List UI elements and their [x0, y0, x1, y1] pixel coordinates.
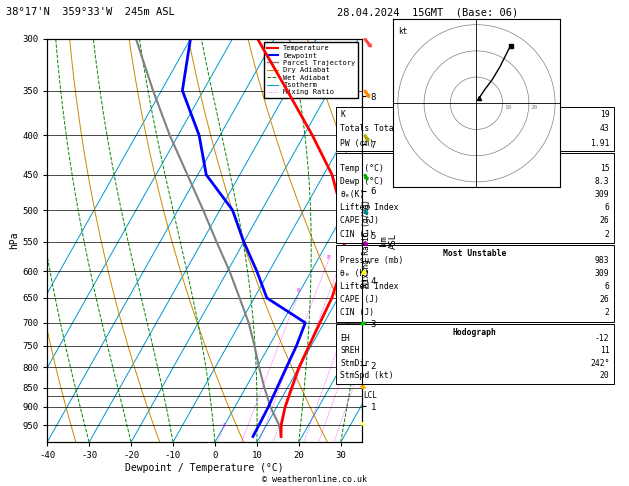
Text: 8: 8	[326, 255, 330, 260]
Text: θₑ(K): θₑ(K)	[340, 190, 365, 199]
Text: Surface: Surface	[458, 157, 492, 166]
Text: 38°17'N  359°33'W  245m ASL: 38°17'N 359°33'W 245m ASL	[6, 7, 175, 17]
Text: StmDir: StmDir	[340, 359, 370, 368]
Text: CIN (J): CIN (J)	[340, 230, 374, 239]
Text: 26: 26	[599, 216, 610, 226]
Text: CAPE (J): CAPE (J)	[340, 295, 379, 304]
Text: 26: 26	[599, 295, 610, 304]
Text: Lifted Index: Lifted Index	[340, 282, 399, 291]
Text: 6: 6	[604, 203, 610, 212]
Text: K: K	[340, 110, 345, 119]
Text: © weatheronline.co.uk: © weatheronline.co.uk	[262, 474, 367, 484]
Text: StmSpd (kt): StmSpd (kt)	[340, 371, 394, 381]
Text: 1.91: 1.91	[590, 139, 610, 148]
Text: 2: 2	[604, 230, 610, 239]
Text: Dewp (°C): Dewp (°C)	[340, 177, 384, 186]
Bar	[336, 245, 614, 322]
Y-axis label: hPa: hPa	[9, 232, 19, 249]
Text: 10: 10	[504, 104, 511, 109]
Text: 19: 19	[599, 110, 610, 119]
Text: 15: 15	[599, 163, 610, 173]
Text: Most Unstable: Most Unstable	[443, 249, 506, 258]
Text: 4: 4	[221, 423, 225, 428]
Text: Totals Totals: Totals Totals	[340, 124, 404, 133]
Text: 20: 20	[599, 371, 610, 381]
Text: 2: 2	[604, 308, 610, 317]
Text: kt: kt	[398, 27, 407, 36]
Text: 6: 6	[604, 282, 610, 291]
Text: CIN (J): CIN (J)	[340, 308, 374, 317]
Text: PW (cm): PW (cm)	[340, 139, 374, 148]
Legend: Temperature, Dewpoint, Parcel Trajectory, Dry Adiabat, Wet Adiabat, Isotherm, Mi: Temperature, Dewpoint, Parcel Trajectory…	[264, 42, 358, 98]
Text: θₑ (K): θₑ (K)	[340, 269, 370, 278]
Y-axis label: km
ASL: km ASL	[379, 232, 398, 249]
Text: 983: 983	[595, 256, 610, 265]
Text: 6: 6	[297, 288, 301, 294]
Text: Hodograph: Hodograph	[453, 328, 497, 337]
Text: -12: -12	[595, 334, 610, 343]
Text: Temp (°C): Temp (°C)	[340, 163, 384, 173]
Text: EH: EH	[340, 334, 350, 343]
Text: 242°: 242°	[590, 359, 610, 368]
Text: 43: 43	[599, 124, 610, 133]
Text: 20: 20	[530, 104, 538, 109]
Text: 28.04.2024  15GMT  (Base: 06): 28.04.2024 15GMT (Base: 06)	[337, 7, 518, 17]
Bar	[336, 107, 614, 151]
Text: Pressure (mb): Pressure (mb)	[340, 256, 404, 265]
Text: 10: 10	[338, 255, 345, 260]
Bar	[336, 153, 614, 243]
Text: Mixing Ratio (g/kg): Mixing Ratio (g/kg)	[362, 199, 370, 287]
Text: 11: 11	[599, 347, 610, 355]
Text: 8.3: 8.3	[595, 177, 610, 186]
X-axis label: Dewpoint / Temperature (°C): Dewpoint / Temperature (°C)	[125, 463, 284, 473]
Text: SREH: SREH	[340, 347, 360, 355]
Text: 309: 309	[595, 190, 610, 199]
Bar	[336, 324, 614, 384]
Text: LCL: LCL	[363, 391, 377, 400]
Text: 309: 309	[595, 269, 610, 278]
Text: CAPE (J): CAPE (J)	[340, 216, 379, 226]
Text: Lifted Index: Lifted Index	[340, 203, 399, 212]
